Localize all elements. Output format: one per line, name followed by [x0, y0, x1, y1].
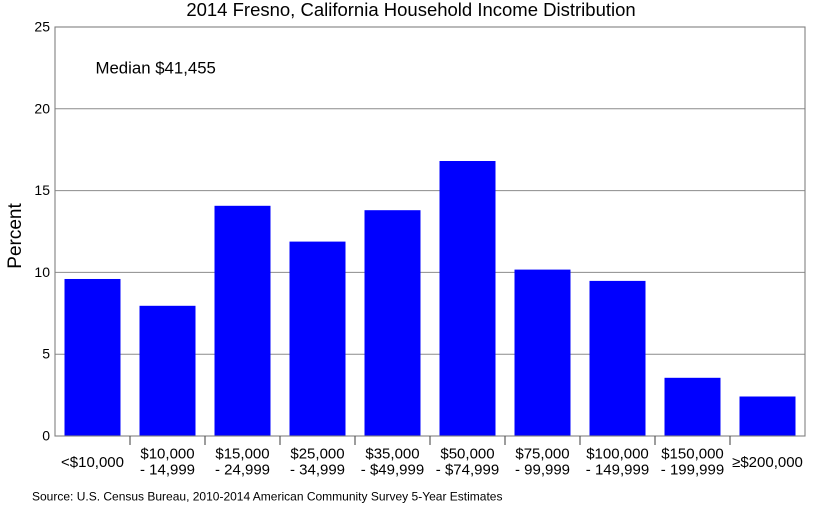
svg-text:<$10,000: <$10,000	[61, 454, 124, 471]
svg-text:$150,000: $150,000	[661, 446, 724, 463]
svg-text:- 24,999: - 24,999	[215, 462, 270, 479]
svg-text:$50,000: $50,000	[440, 446, 494, 463]
svg-text:- 149,999: - 149,999	[586, 462, 649, 479]
svg-text:20: 20	[34, 100, 50, 116]
svg-text:15: 15	[34, 182, 50, 198]
svg-text:≥$200,000: ≥$200,000	[732, 454, 803, 471]
svg-text:10: 10	[34, 264, 50, 280]
svg-text:Percent: Percent	[5, 203, 26, 269]
svg-text:2014 Fresno, California Househ: 2014 Fresno, California Household Income…	[186, 0, 635, 20]
svg-text:$15,000: $15,000	[215, 446, 269, 463]
svg-text:$75,000: $75,000	[515, 446, 569, 463]
svg-text:0: 0	[42, 428, 50, 444]
svg-text:- 14,999: - 14,999	[140, 462, 195, 479]
svg-text:Source: U.S. Census Bureau, 20: Source: U.S. Census Bureau, 2010-2014 Am…	[32, 490, 502, 504]
svg-text:Median $41,455: Median $41,455	[96, 59, 216, 78]
svg-text:- $49,999: - $49,999	[361, 462, 424, 479]
svg-text:- 199,999: - 199,999	[661, 462, 724, 479]
svg-text:- 34,999: - 34,999	[290, 462, 345, 479]
svg-text:5: 5	[42, 346, 50, 362]
svg-text:$100,000: $100,000	[586, 446, 649, 463]
svg-text:$35,000: $35,000	[365, 446, 419, 463]
svg-text:$25,000: $25,000	[290, 446, 344, 463]
svg-text:$10,000: $10,000	[140, 446, 194, 463]
svg-text:25: 25	[34, 19, 50, 35]
svg-text:- $74,999: - $74,999	[436, 462, 499, 479]
svg-text:- 99,999: - 99,999	[515, 462, 570, 479]
